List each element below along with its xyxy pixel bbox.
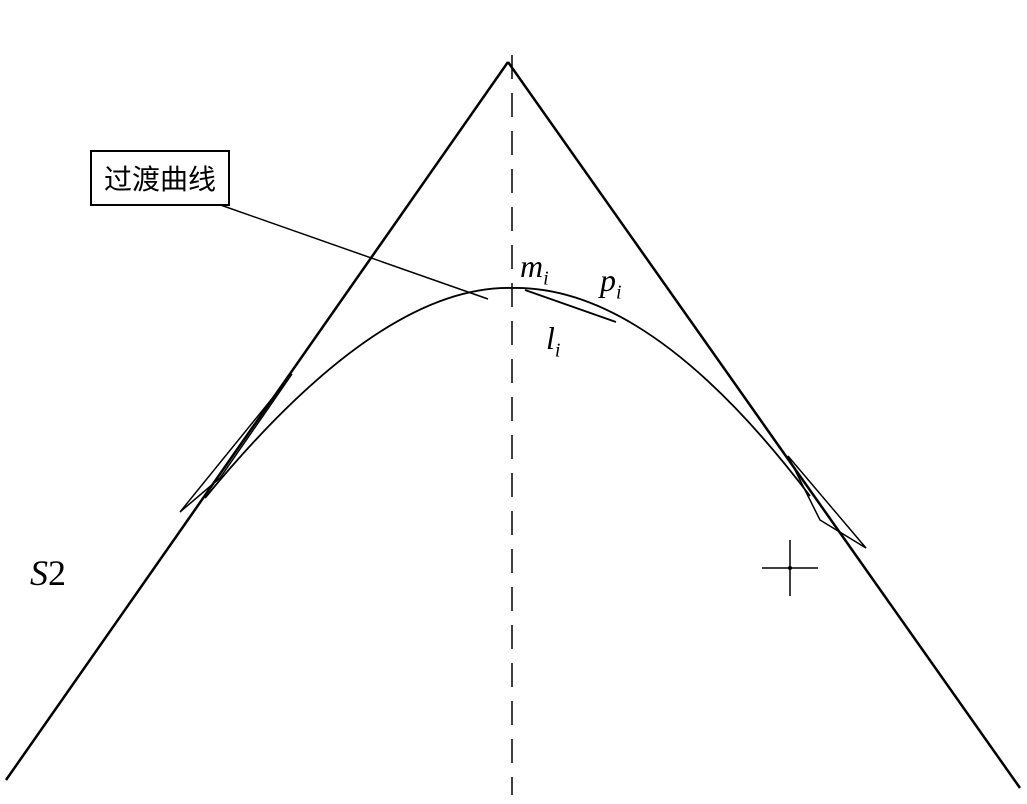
label-s2: S2 [30,552,66,594]
annotation-text: 过渡曲线 [104,165,216,196]
cross-mark [762,540,818,596]
geometry-diagram: 过渡曲线 mi pi li S2 [0,0,1027,799]
right-tangent-sliver [788,456,866,548]
diagram-svg [0,0,1027,799]
left-tangent-sliver [180,374,292,512]
triangle-right-side [508,62,1020,788]
annotation-box: 过渡曲线 [90,150,230,206]
label-m-i: mi [520,248,549,290]
label-p-i: pi [600,262,622,304]
triangle-left-side [6,62,508,780]
transition-curve [205,288,810,498]
annotation-leader [212,202,488,299]
label-l-i: li [546,320,560,362]
